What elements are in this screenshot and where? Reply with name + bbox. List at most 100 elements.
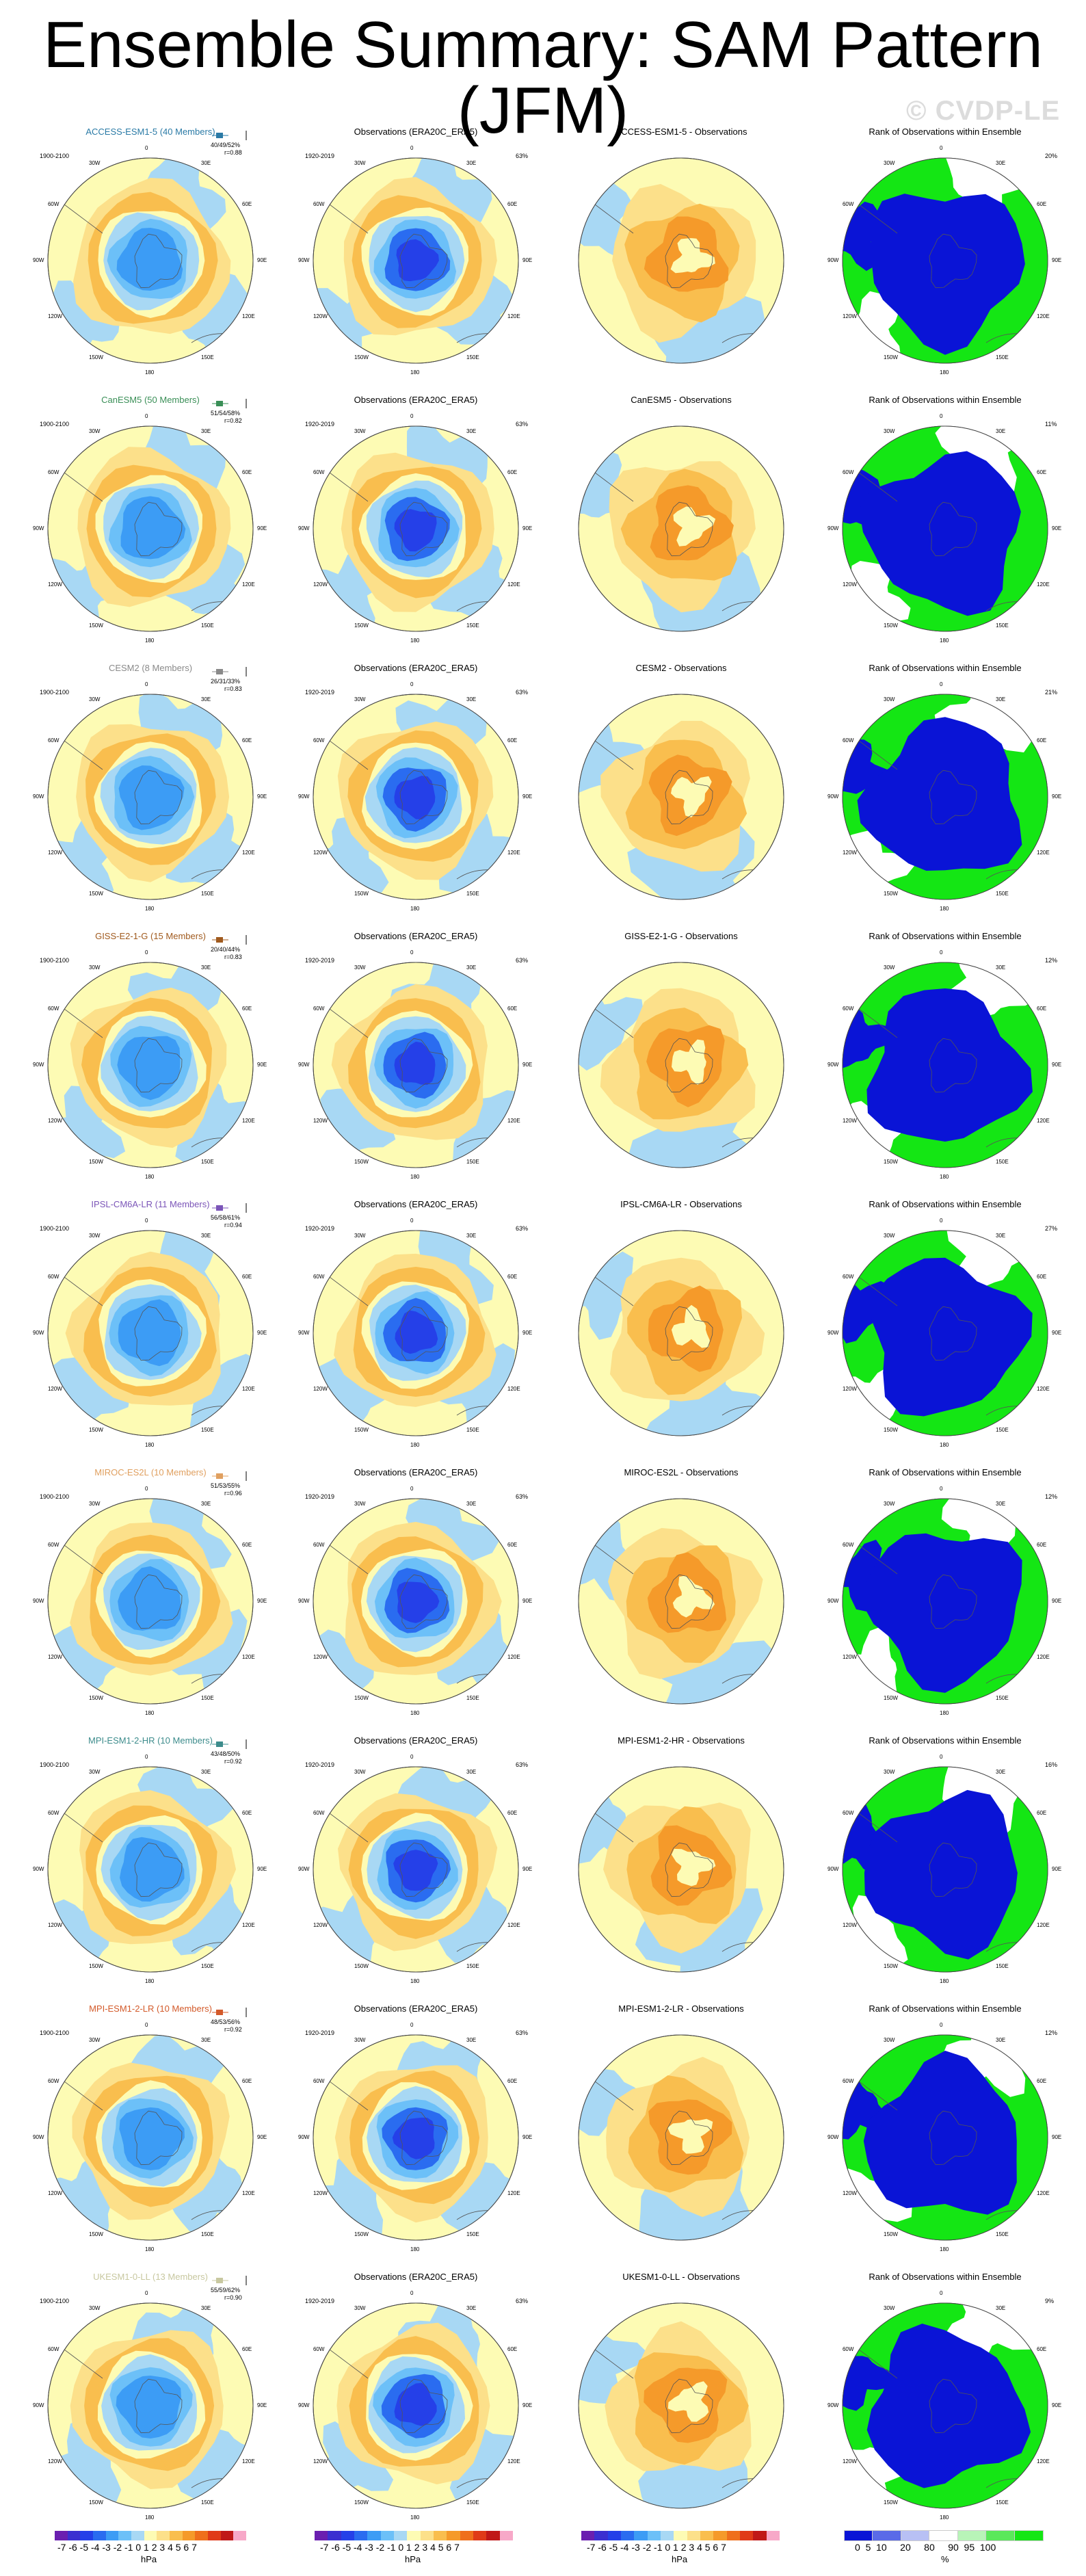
map-longitude-label: 180	[145, 2246, 155, 2252]
map-longitude-label: 90W	[827, 525, 839, 531]
map-longitude-label: 180	[145, 1174, 155, 1180]
map-longitude-label: 30E	[996, 1500, 1006, 1507]
diff-title: MPI-ESM1-2-LR - Observations	[618, 2003, 744, 2014]
map-longitude-label: 150W	[89, 891, 103, 897]
colorbar-swatch	[144, 2531, 157, 2540]
page-title: Ensemble Summary: SAM Pattern (JFM)	[43, 8, 1043, 147]
pattern-stats: 55/59/62%	[211, 2287, 241, 2294]
polar-map-obs: 0 30E 60E 90E 120E 150E 180 150W 120W 90W 60W 30W	[298, 2290, 532, 2521]
map-longitude-label: 150W	[884, 891, 898, 897]
map-longitude-label: 60W	[313, 2346, 325, 2352]
map-longitude-label: 60W	[842, 1810, 854, 1816]
map-longitude-label: 60W	[313, 1006, 325, 1012]
colorbar-swatch	[157, 2531, 170, 2540]
map-longitude-label: 120W	[47, 850, 62, 856]
panel-rank: Rank of Observations within Ensemble 16% 0…	[822, 1735, 1068, 1995]
map-longitude-label: 120E	[1037, 581, 1050, 588]
map-longitude-label: 0	[410, 949, 414, 956]
polar-map-obs: 0 30E 60E 90E 120E 150E 180 150W 120W 90W 60W 30W	[298, 1754, 532, 1984]
map-longitude-label: 90W	[298, 793, 310, 800]
map-longitude-label: 90W	[298, 2134, 310, 2140]
map-longitude-label: 60E	[507, 2346, 518, 2352]
obs-period: 1920-2019	[305, 2029, 335, 2036]
map-longitude-label: 120W	[842, 1922, 857, 1928]
polar-map-obs: 0 30E 60E 90E 120E 150E 180 150W 120W 90W 60W 30W	[298, 949, 532, 1180]
polar-map-model: 0 30E 60E 90E 120E 150E 180 150W 120W 90W 60W 30W	[33, 413, 267, 644]
map-longitude-label: 60E	[1037, 737, 1047, 744]
model-title: MPI-ESM1-2-HR (10 Members)	[88, 1735, 213, 1746]
map-longitude-label: 60E	[242, 1274, 252, 1280]
colorbar-swatch	[433, 2531, 447, 2540]
map-longitude-label: 150E	[996, 2231, 1009, 2238]
map-longitude-label: 60E	[242, 1810, 252, 1816]
map-longitude-label: 60W	[313, 1274, 325, 1280]
map-longitude-label: 30E	[466, 1768, 477, 1775]
map-longitude-label: 120W	[313, 1386, 328, 1392]
colorbar-swatch	[208, 2531, 221, 2540]
map-longitude-label: 60W	[842, 737, 854, 744]
ensemble-boxplot	[211, 2008, 252, 2017]
map-longitude-label: 30E	[466, 2036, 477, 2043]
map-longitude-label: 120W	[842, 850, 857, 856]
obs-variance-percent: 63%	[516, 153, 529, 159]
map-longitude-label: 90W	[33, 1598, 44, 1604]
map-longitude-label: 30W	[354, 1768, 366, 1775]
map-longitude-label: 60W	[842, 1542, 854, 1548]
map-longitude-label: 60W	[313, 737, 325, 744]
obs-variance-percent: 63%	[516, 1493, 529, 1500]
panel-rank: Rank of Observations within Ensemble 9% 0 3…	[822, 2272, 1068, 2532]
polar-map-diff	[574, 422, 788, 635]
map-longitude-label: 120E	[242, 581, 255, 588]
ensemble-boxplot	[211, 1739, 252, 1749]
map-longitude-label: 60E	[1037, 1542, 1047, 1548]
panel-model: MPI-ESM1-2-LR (10 Members) 1900-2100 48/53…	[27, 2003, 274, 2263]
map-longitude-label: 30E	[466, 2304, 477, 2311]
map-longitude-label: 60E	[242, 1542, 252, 1548]
map-longitude-label: 180	[410, 1174, 420, 1180]
map-longitude-label: 120W	[842, 581, 857, 588]
map-longitude-label: 150E	[201, 891, 214, 897]
colorbar-swatch	[407, 2531, 421, 2540]
map-longitude-label: 30W	[354, 428, 366, 434]
panel-rank: Rank of Observations within Ensemble 21% 0…	[822, 663, 1068, 923]
map-longitude-label: 120W	[47, 1386, 62, 1392]
panel-model: ACCESS-ESM1-5 (40 Members) 1900-2100 40/49…	[27, 127, 274, 386]
map-longitude-label: 60E	[507, 201, 518, 207]
map-longitude-label: 0	[145, 949, 148, 956]
map-longitude-label: 60E	[1037, 2078, 1047, 2084]
colorbar-swatch	[486, 2531, 500, 2540]
panel-obs: Observations (ERA20C_ERA5) 1920-2019 63% 0 3…	[293, 395, 539, 655]
map-longitude-label: 150E	[466, 2231, 479, 2238]
map-longitude-label: 180	[145, 2514, 155, 2521]
map-longitude-label: 90W	[827, 793, 839, 800]
diff-title: MIROC-ES2L - Observations	[624, 1467, 739, 1477]
diff-title: GISS-E2-1-G - Observations	[624, 931, 738, 941]
obs-period: 1920-2019	[305, 1761, 335, 1768]
polar-map-rank: 0 30E 60E 90E 120E 150E 180 150W 120W 90W 60W 30W	[827, 1218, 1061, 1448]
map-longitude-label: 180	[410, 2246, 420, 2252]
map-longitude-label: 150E	[201, 1159, 214, 1166]
map-longitude-label: 0	[940, 949, 943, 956]
polar-map-diff	[574, 2031, 788, 2244]
map-longitude-label: 150E	[996, 1159, 1009, 1166]
map-longitude-label: 90W	[298, 1598, 310, 1604]
map-longitude-label: 90W	[827, 257, 839, 263]
colorbar-swatch	[1014, 2530, 1044, 2541]
polar-map-diff	[574, 1763, 788, 1976]
map-longitude-label: 180	[410, 1978, 420, 1984]
polar-map-model: 0 30E 60E 90E 120E 150E 180 150W 120W 90W 60W 30W	[33, 1754, 267, 1984]
map-longitude-label: 30W	[884, 696, 895, 702]
diff-title: ACCESS-ESM1-5 - Observations	[615, 127, 747, 137]
map-longitude-label: 180	[940, 369, 949, 376]
map-longitude-label: 150E	[201, 354, 214, 361]
polar-map-model: 0 30E 60E 90E 120E 150E 180 150W 120W 90W 60W 30W	[33, 681, 267, 912]
map-longitude-label: 90E	[522, 1062, 533, 1068]
map-longitude-label: 60E	[507, 737, 518, 744]
map-longitude-label: 60E	[1037, 2346, 1047, 2352]
colorbar-swatch	[93, 2531, 106, 2540]
map-longitude-label: 120W	[313, 1118, 328, 1124]
watermark: © CVDP-LE	[906, 96, 1061, 126]
model-period: 1900-2100	[40, 957, 70, 964]
map-longitude-label: 60W	[313, 469, 325, 475]
colorbar-swatch	[753, 2531, 767, 2540]
